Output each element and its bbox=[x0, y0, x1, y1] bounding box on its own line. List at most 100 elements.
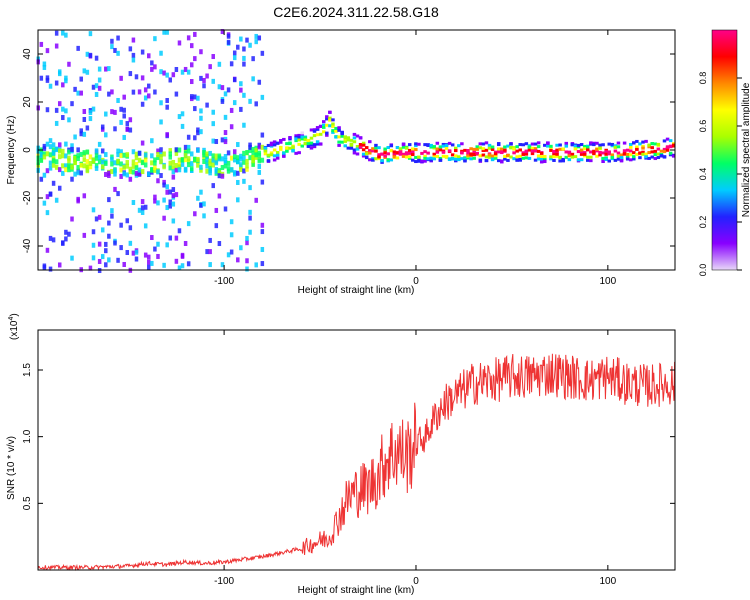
spectrogram-cell bbox=[417, 158, 421, 162]
spectrogram-cell bbox=[73, 171, 77, 177]
spectrogram-cell bbox=[177, 147, 182, 153]
spectrogram-cell bbox=[242, 155, 246, 161]
spectrogram-cell bbox=[592, 149, 596, 153]
spectrogram-cell bbox=[186, 162, 191, 168]
spectrogram-cell bbox=[438, 148, 443, 152]
spectrogram-cell bbox=[202, 150, 206, 156]
spectrogram-cell bbox=[321, 120, 326, 124]
spectrogram-cell bbox=[463, 157, 467, 161]
spectrogram-cell bbox=[331, 124, 335, 128]
spectrogram-cell bbox=[245, 240, 249, 246]
spectrogram-cell bbox=[294, 139, 298, 143]
spectrogram-cell bbox=[435, 141, 440, 145]
spectrogram-cell bbox=[263, 152, 268, 156]
spectrogram-cell bbox=[134, 74, 139, 80]
spectrogram-cell bbox=[110, 89, 114, 95]
spectrogram-cell bbox=[355, 152, 360, 156]
spectrogram-cell bbox=[321, 123, 326, 127]
spectrogram-cell bbox=[423, 159, 427, 163]
spectrogram-cell bbox=[199, 167, 203, 173]
spectrogram-cell bbox=[186, 134, 191, 140]
spectrogram-cell bbox=[122, 261, 126, 267]
spectrogram-cell bbox=[668, 151, 673, 155]
spectrogram-cell bbox=[650, 142, 654, 146]
spectrogram-cell bbox=[122, 164, 126, 170]
y-tick-label: -40 bbox=[22, 238, 33, 253]
spectrogram-cell bbox=[79, 90, 83, 96]
spectrogram-cell bbox=[364, 146, 369, 150]
spectrogram-cell bbox=[214, 168, 219, 174]
spectrogram-cell bbox=[242, 92, 246, 98]
spectrogram-cell bbox=[189, 166, 194, 172]
spectrogram-cell bbox=[51, 142, 56, 148]
spectrogram-cell bbox=[159, 50, 163, 56]
spectrogram-cell bbox=[285, 149, 289, 153]
spectrogram-cell bbox=[168, 199, 173, 205]
spectrogram-cell bbox=[619, 153, 624, 157]
spectrogram-cell bbox=[193, 94, 197, 100]
spectrogram-cell bbox=[625, 155, 630, 159]
spectrogram-cell bbox=[45, 168, 50, 174]
spectrogram-cell bbox=[555, 152, 559, 156]
spectrogram-cell bbox=[533, 142, 538, 146]
spectrogram-cell bbox=[484, 155, 489, 159]
spectrogram-cell bbox=[208, 262, 212, 268]
spectrogram-cell bbox=[150, 166, 154, 172]
spectrogram-cell bbox=[613, 158, 618, 162]
figure-title: C2E6.2024.311.22.58.G18 bbox=[273, 4, 439, 20]
spectrogram-cell bbox=[543, 143, 547, 147]
spectrogram-cell bbox=[153, 246, 157, 252]
spectrogram-cell bbox=[70, 176, 74, 182]
spectrogram-cell bbox=[607, 159, 611, 163]
spectrogram-cell bbox=[546, 141, 550, 145]
spectrogram-cell bbox=[45, 151, 50, 157]
spectrogram-cell bbox=[665, 146, 670, 150]
spectrogram-cell bbox=[61, 170, 65, 176]
spectrogram-cell bbox=[266, 159, 271, 163]
spectrogram-cell bbox=[509, 146, 513, 150]
spectrogram-cell bbox=[536, 149, 541, 153]
spectrogram-cell bbox=[110, 156, 114, 162]
spectrogram-cell bbox=[595, 149, 599, 153]
spectrogram-cell bbox=[364, 156, 369, 160]
spectrogram-cell bbox=[248, 215, 252, 221]
spectrogram-cell bbox=[134, 155, 139, 161]
spectrogram-cell bbox=[263, 146, 268, 150]
spectrogram-cell bbox=[42, 265, 47, 271]
spectrogram-cell bbox=[625, 148, 630, 152]
spectrogram-cell bbox=[515, 155, 519, 159]
spectrogram-cell bbox=[57, 185, 62, 191]
spectrogram-cell bbox=[97, 154, 102, 160]
spectrogram-cell bbox=[325, 117, 329, 121]
spectrogram-cell bbox=[85, 125, 90, 131]
spectrogram-cell bbox=[401, 152, 406, 156]
spectrogram-cell bbox=[564, 155, 569, 159]
spectrogram-cell bbox=[589, 159, 593, 163]
spectrogram-panel: -40 -20 0 20 40 -100 0 100 Height of straight … bbox=[6, 29, 676, 296]
spectrogram-cell bbox=[260, 50, 265, 56]
spectrogram-cell bbox=[97, 241, 102, 247]
spectrogram-cell bbox=[70, 143, 74, 149]
spectrogram-cell bbox=[500, 159, 504, 163]
spectrogram-cell bbox=[607, 142, 611, 146]
spectrogram-cell bbox=[521, 152, 526, 156]
spectrogram-cell bbox=[260, 94, 265, 100]
spectrogram-cell bbox=[239, 245, 243, 251]
spectrogram-cell bbox=[567, 158, 572, 162]
spectrogram-cell bbox=[340, 140, 344, 144]
spectrogram-cell bbox=[254, 262, 258, 268]
spectrogram-cell bbox=[576, 158, 581, 162]
spectrogram-cell bbox=[104, 248, 108, 254]
spectrogram-cell bbox=[199, 202, 203, 208]
spectrogram-cell bbox=[398, 147, 403, 151]
snr-series-line bbox=[37, 353, 676, 572]
spectrogram-cell bbox=[251, 154, 255, 160]
spectrogram-cell bbox=[272, 154, 277, 158]
spectrogram-cell bbox=[189, 79, 194, 85]
spectrogram-cell bbox=[226, 150, 231, 156]
spectrogram-cell bbox=[269, 151, 274, 155]
spectrogram-cell bbox=[64, 153, 68, 159]
spectrogram-cell bbox=[368, 140, 372, 144]
spectrogram-cell bbox=[349, 142, 354, 146]
spectrogram-cell bbox=[122, 94, 126, 100]
